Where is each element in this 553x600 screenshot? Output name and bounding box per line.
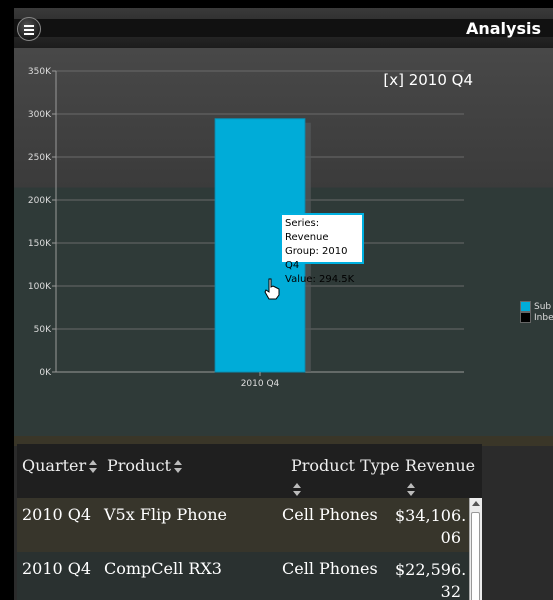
column-label: Product: [107, 456, 171, 475]
scroll-up-icon[interactable]: [472, 501, 480, 506]
tooltip-value: Value: 294.5K: [285, 274, 355, 285]
table-row[interactable]: 2010 Q4 V5x Flip Phone Cell Phones $34,1…: [17, 498, 470, 552]
column-header-revenue[interactable]: Revenue: [405, 456, 480, 498]
tooltip-group: Group: 2010 Q4: [285, 246, 348, 271]
revenue-part: $22,596.: [395, 560, 467, 579]
legend-swatch: [520, 301, 531, 312]
cell-revenue: $34,106. 06: [395, 505, 467, 549]
legend-item[interactable]: Inbe: [520, 312, 553, 323]
data-table: Quarter Product Product Type Revenue 201…: [17, 444, 482, 600]
cell-quarter: 2010 Q4: [22, 559, 92, 578]
table-scrollbar[interactable]: [469, 498, 482, 600]
sort-icon[interactable]: [89, 459, 98, 474]
page-title: Analysis: [465, 19, 541, 38]
legend-label: Inbe: [534, 313, 553, 323]
y-tick-label: 50K: [34, 325, 52, 335]
column-label: Quarter: [22, 456, 87, 475]
sort-icon[interactable]: [173, 459, 183, 474]
title-bar: Analysis: [14, 8, 553, 48]
y-tick-label: 100K: [28, 282, 52, 292]
analysis-window: Analysis 0K 50K 100K 150K 200K 250K 300K 350K 20…: [14, 8, 553, 600]
bar-chart: 0K 50K 100K 150K 200K 250K 300K 350K 2010 Q4 [x] …: [28, 67, 473, 389]
column-header-product[interactable]: Product: [107, 456, 183, 475]
revenue-part: $34,106.: [395, 506, 467, 525]
chart-tooltip: Series: Revenue Group: 2010 Q4 Value: 29…: [280, 213, 364, 285]
column-header-product-type[interactable]: Product Type: [291, 456, 401, 498]
title-strip: [14, 19, 553, 37]
cell-revenue: $22,596. 32: [395, 559, 467, 600]
revenue-part: 06: [440, 528, 461, 547]
legend-swatch: [520, 312, 531, 323]
y-tick-label: 200K: [28, 196, 52, 206]
column-label: Revenue: [405, 456, 476, 475]
scrollbar-thumb[interactable]: [471, 512, 480, 600]
revenue-part: 32: [440, 582, 461, 600]
sort-icon[interactable]: [407, 482, 416, 497]
legend-label: Sub: [534, 302, 552, 312]
y-tick-label: 150K: [28, 239, 52, 249]
chart-footer-band: [14, 436, 553, 446]
hamburger-menu-icon[interactable]: [17, 17, 41, 41]
cell-product: CompCell RX3: [104, 559, 222, 578]
y-tick-label: 350K: [28, 67, 52, 77]
y-tick-label: 250K: [28, 153, 52, 163]
y-tick-label: 300K: [28, 110, 52, 120]
chart-annotation: [x] 2010 Q4: [383, 71, 473, 89]
table-row[interactable]: 2010 Q4 CompCell RX3 Cell Phones $22,596…: [17, 552, 470, 600]
cell-product-type: Cell Phones: [282, 505, 378, 524]
x-tick-label: 2010 Q4: [241, 379, 280, 389]
legend-item[interactable]: Sub: [520, 301, 551, 312]
y-tick-label: 0K: [39, 368, 52, 378]
cell-quarter: 2010 Q4: [22, 505, 92, 524]
column-label: Product Type: [291, 456, 400, 475]
table-header: Quarter Product Product Type Revenue: [17, 444, 482, 498]
hand-cursor-icon: [264, 278, 280, 300]
tooltip-series: Series: Revenue: [285, 218, 329, 243]
cell-product: V5x Flip Phone: [104, 505, 227, 524]
cell-product-type: Cell Phones: [282, 559, 378, 578]
column-header-quarter[interactable]: Quarter: [22, 456, 98, 475]
sort-icon[interactable]: [293, 482, 302, 497]
